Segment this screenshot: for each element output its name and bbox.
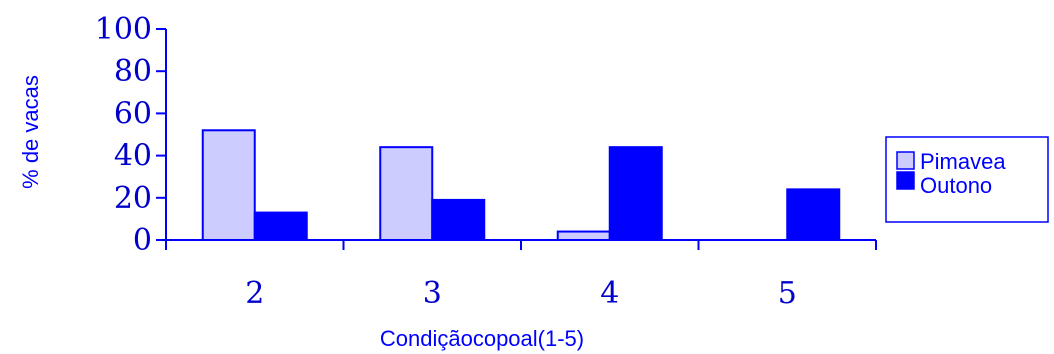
bar-outono-2 [253,211,308,242]
legend-swatch-outono [896,171,915,190]
y-tick-label: 0 [133,223,152,258]
bar-outono-5 [786,188,841,241]
y-axis: 0 20 40 60 80 100 [95,12,167,258]
legend-label-outono: Outono [920,173,992,198]
x-axis: 2 3 4 5 [165,239,877,311]
y-tick-label: 100 [95,12,152,47]
y-tick-label: 40 [114,139,152,174]
bar-pimavea-4 [556,230,611,241]
x-tick-label: 5 [778,276,797,311]
y-tick-label: 60 [114,96,152,131]
bar-outono-3 [431,198,486,242]
x-tick-label: 3 [423,276,442,311]
x-tick-label: 2 [245,276,264,311]
bars-group [201,129,841,242]
x-tick-label: 4 [600,276,619,311]
legend-swatch-pimavea [896,151,915,170]
y-tick-label: 20 [114,181,152,216]
x-axis-title: Condiçãocopoal(1-5) [380,326,584,351]
bar-pimavea-3 [379,146,434,241]
legend: Pimavea Outono [885,136,1049,223]
legend-label-pimavea: Pimavea [920,149,1006,174]
bar-outono-4 [608,146,663,241]
y-tick-label: 80 [114,54,152,89]
bar-pimavea-2 [201,129,256,241]
y-axis-title: % de vacas [18,75,43,189]
